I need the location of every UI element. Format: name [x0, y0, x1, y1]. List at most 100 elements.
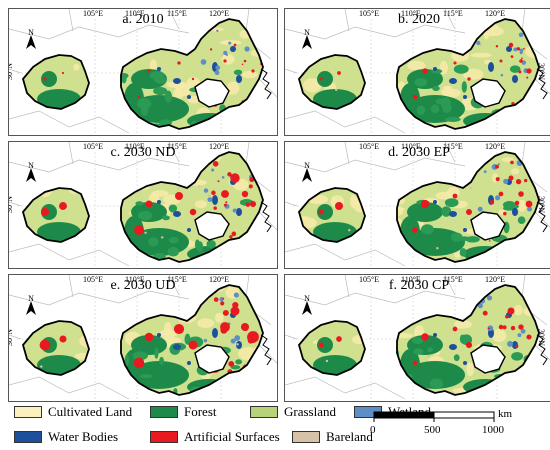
scale-tick: 1000 [482, 424, 504, 436]
coastline [260, 201, 272, 233]
land-cover-region [23, 152, 263, 262]
north-label: N [304, 161, 310, 170]
excluded-area [194, 78, 230, 108]
longitude-label: 105°E [359, 275, 380, 284]
excluded-area [194, 211, 230, 241]
region-outline [298, 151, 540, 263]
map-canvas [9, 142, 277, 268]
legend-swatch [14, 406, 42, 418]
longitude-label: 120°E [485, 9, 506, 18]
longitude-label: 110°E [401, 142, 421, 151]
longitude-label: 115°E [167, 275, 187, 284]
latitude-label: 30°N [8, 196, 14, 213]
coastline [260, 334, 272, 366]
panel-title: c. 2030 ND [110, 145, 176, 160]
longitude-label: 115°E [167, 9, 187, 18]
coastline [536, 68, 548, 100]
north-label: N [28, 28, 34, 37]
excluded-area [470, 211, 506, 241]
latitude-label: 30°N [8, 63, 14, 80]
legend-swatch [150, 431, 178, 443]
latitude-label: 30°N [8, 329, 14, 346]
longitude-label: 110°E [125, 275, 145, 284]
land-cover-region [23, 19, 263, 129]
map-canvas [285, 142, 550, 268]
scale-bar-graphic [373, 411, 495, 422]
longitude-label: 110°E [401, 275, 421, 284]
longitude-label: 105°E [359, 142, 380, 151]
map-canvas [9, 9, 277, 135]
longitude-label: 105°E [83, 9, 104, 18]
map-canvas [285, 9, 550, 135]
legend-item-forest: Forest [150, 404, 217, 420]
longitude-label: 105°E [83, 142, 104, 151]
longitude-label: 120°E [485, 275, 506, 284]
longitude-label: 110°E [125, 9, 145, 18]
longitude-label: 115°E [443, 142, 463, 151]
legend-item-cultivated-land: Cultivated Land [14, 404, 132, 420]
legend-label: Cultivated Land [48, 404, 133, 419]
longitude-label: 105°E [83, 275, 104, 284]
north-label: N [28, 294, 34, 303]
panel-title: b. 2020 [398, 12, 440, 27]
panel-title: e. 2030 UD [110, 278, 176, 293]
map-canvas [285, 275, 550, 401]
legend-label: Forest [184, 404, 217, 419]
north-arrow-icon: N [25, 28, 37, 49]
longitude-label: 120°E [209, 275, 230, 284]
longitude-label: 110°E [401, 9, 421, 18]
legend-item-artificial-surfaces: Artificial Surfaces [150, 429, 280, 445]
north-arrow-icon: N [301, 28, 313, 49]
legend-swatch [250, 406, 278, 418]
legend-item-grassland: Grassland [250, 404, 336, 420]
region-outline [22, 151, 264, 263]
legend-label: Bareland [326, 429, 373, 444]
longitude-label: 105°E [359, 9, 380, 18]
legend-item-bareland: Bareland [292, 429, 373, 445]
longitude-label: 120°E [209, 142, 230, 151]
panel-title: a. 2010 [122, 12, 164, 27]
scale-tick: 0 [370, 424, 376, 436]
longitude-label: 110°E [125, 142, 145, 151]
longitude-label: 115°E [167, 142, 187, 151]
north-label: N [304, 294, 310, 303]
scale-unit: km [498, 408, 513, 420]
latitude-label: 30°N [536, 196, 546, 213]
latitude-label: 30°N [536, 329, 546, 346]
north-arrow-icon: N [301, 161, 313, 182]
legend: Cultivated Land Forest Grassland Wetland… [0, 398, 550, 450]
north-label: N [28, 161, 34, 170]
north-arrow-icon: N [301, 294, 313, 315]
scale-bar: km 0 500 1000 [368, 408, 538, 448]
longitude-label: 115°E [443, 275, 463, 284]
excluded-area [194, 344, 230, 374]
legend-label: Water Bodies [48, 429, 119, 444]
latitude-label: 30°N [536, 63, 546, 80]
excluded-area [470, 78, 506, 108]
longitude-label: 120°E [485, 142, 506, 151]
legend-swatch [150, 406, 178, 418]
land-cover-region [23, 285, 263, 395]
region-outline [22, 18, 264, 130]
longitude-label: 115°E [443, 9, 463, 18]
panel-title: d. 2030 EP [388, 145, 450, 160]
coastline [536, 201, 548, 233]
legend-swatch [292, 431, 320, 443]
panel-title: f. 2030 CP [388, 278, 450, 293]
legend-label: Artificial Surfaces [184, 429, 280, 444]
scale-tick: 500 [424, 424, 441, 436]
region-outline [298, 18, 540, 130]
coastline [260, 68, 272, 100]
region-outline [22, 284, 264, 396]
north-arrow-icon: N [25, 161, 37, 182]
legend-label: Grassland [284, 404, 336, 419]
region-outline [298, 284, 540, 396]
excluded-area [470, 344, 506, 374]
legend-item-water-bodies: Water Bodies [14, 429, 118, 445]
